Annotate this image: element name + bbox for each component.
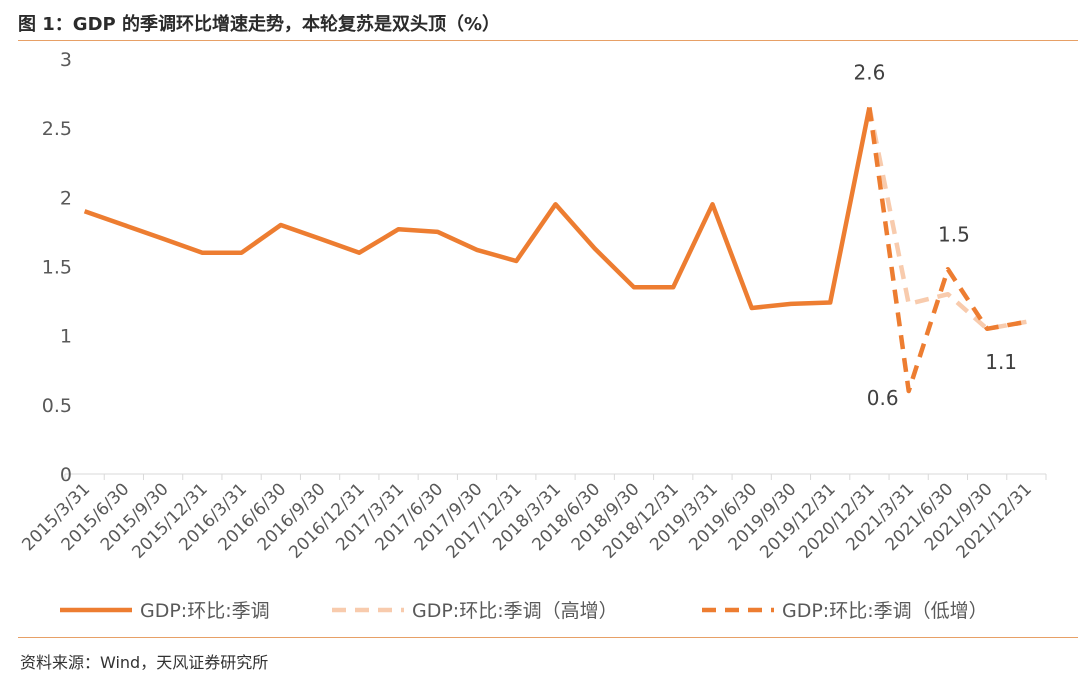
y-tick-label: 0.5	[42, 395, 72, 417]
legend-label: GDP:环比:季调	[140, 600, 270, 622]
y-tick-label: 0	[60, 464, 72, 486]
data-label: 1.5	[938, 222, 970, 246]
data-label: 0.6	[867, 386, 899, 410]
legend: GDP:环比:季调 GDP:环比:季调（高增） GDP:环比:季调（低增）	[60, 600, 988, 622]
figure-title: 图 1：GDP 的季调环比增速走势，本轮复苏是双头顶（%）	[18, 14, 500, 35]
figure-header: 图 1：GDP 的季调环比增速走势，本轮复苏是双头顶（%）	[18, 0, 1078, 42]
legend-label: GDP:环比:季调（低增）	[782, 600, 988, 622]
series-line-0	[83, 106, 872, 311]
data-label: 1.1	[985, 350, 1017, 374]
y-tick-label: 1	[60, 326, 72, 348]
series-line-1	[867, 106, 1027, 332]
y-tick-label: 2.5	[42, 118, 72, 140]
bottom-divider	[18, 637, 1078, 638]
source-note: 资料来源：Wind，天风证券研究所	[20, 653, 269, 672]
y-tick-label: 2	[60, 187, 72, 209]
legend-label: GDP:环比:季调（高增）	[412, 600, 618, 622]
top-divider	[18, 40, 1078, 41]
series-line-2	[867, 107, 1027, 394]
y-tick-label: 3	[60, 49, 72, 71]
series-layer	[83, 106, 1027, 394]
data-label: 2.6	[854, 60, 886, 84]
gdp-line-chart: 00.511.522.532015/3/312015/6/302015/9/30…	[18, 49, 1047, 622]
axis-layer: 00.511.522.532015/3/312015/6/302015/9/30…	[18, 49, 1047, 563]
y-tick-label: 1.5	[42, 257, 72, 279]
data-label-layer: 2.6 0.6 1.5 1.1	[854, 60, 1018, 410]
